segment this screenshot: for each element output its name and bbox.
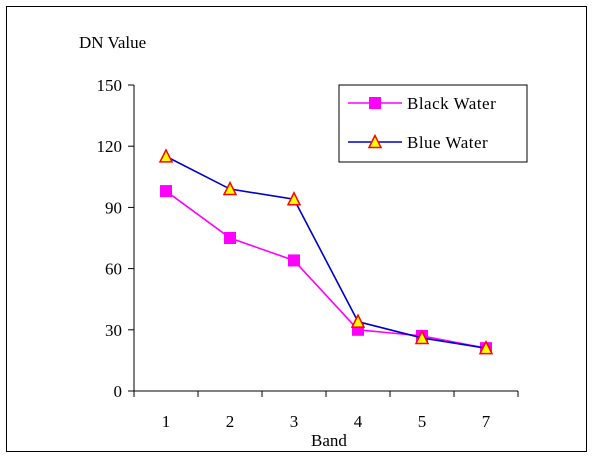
data-point <box>286 191 302 206</box>
legend-marker <box>369 97 381 109</box>
series-1 <box>158 148 494 355</box>
y-tick-label: 90 <box>105 198 122 217</box>
legend-item: Blue Water <box>348 133 488 152</box>
legend-marker <box>367 133 383 149</box>
data-point <box>158 148 174 163</box>
data-point <box>222 180 238 196</box>
data-point <box>224 232 236 244</box>
x-tick-label: 7 <box>482 412 491 431</box>
series-line <box>165 190 487 349</box>
y-tick-label: 0 <box>114 382 123 401</box>
legend-label: Black Water <box>407 94 496 113</box>
legend: Black Water Blue Water <box>338 84 528 163</box>
legend-item: Black Water <box>348 94 496 113</box>
y-tick-label: 150 <box>97 76 123 95</box>
y-axis-ticks: 0 30 60 90 120 150 <box>97 76 134 401</box>
y-tick-label: 120 <box>97 137 123 156</box>
x-tick-label: 2 <box>226 412 235 431</box>
series-line <box>165 155 487 349</box>
series-layer <box>158 148 494 355</box>
series-0 <box>160 185 492 355</box>
y-tick-label: 60 <box>105 260 122 279</box>
data-point <box>288 254 300 267</box>
data-point <box>160 185 172 198</box>
x-axis-title: Band <box>311 431 347 450</box>
x-tick-label: 5 <box>418 412 427 431</box>
x-tick-label: 3 <box>290 412 299 431</box>
x-tick-label: 4 <box>354 412 363 431</box>
legend-label: Blue Water <box>407 133 488 152</box>
data-point <box>478 339 494 355</box>
y-tick-label: 30 <box>105 321 122 340</box>
data-point <box>414 329 430 345</box>
y-axis-title: DN Value <box>79 33 146 52</box>
data-point <box>350 313 366 328</box>
x-axis-ticks: 1 2 3 4 5 7 <box>133 391 519 431</box>
chart-frame <box>6 6 587 452</box>
x-tick-label: 1 <box>162 412 171 431</box>
